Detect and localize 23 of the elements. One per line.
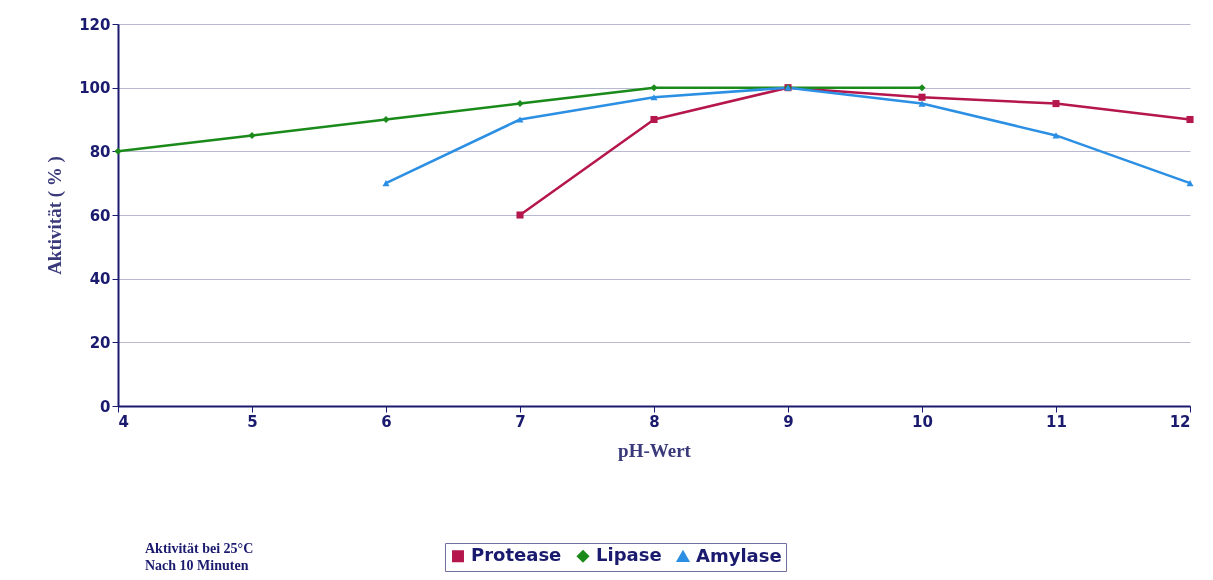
text: Aktivität bei 25°C	[145, 540, 254, 557]
y-tick-label: 120	[79, 15, 111, 34]
text: Nach 10 Minuten	[145, 557, 250, 574]
x-tick-label: 10	[912, 412, 933, 431]
x-tick-label: 4	[118, 412, 129, 431]
legend-label: Lipase	[596, 544, 662, 566]
x-tick-label: 5	[247, 412, 258, 431]
y-tick-label: 80	[89, 142, 111, 161]
x-tick-label: 12	[1169, 412, 1191, 431]
x-tick-label: 8	[649, 412, 660, 431]
legend-label: Amylase	[696, 544, 782, 566]
x-tick-label: 6	[381, 412, 392, 431]
y-tick-label: 0	[100, 397, 111, 416]
y-tick-label: 100	[79, 79, 111, 98]
y-tick-label: 60	[89, 206, 111, 225]
x-tick-label: 7	[515, 412, 526, 431]
legend-label: Protease	[471, 544, 562, 566]
y-axis-title: Aktivität ( % )	[44, 156, 67, 275]
x-tick-label: 11	[1046, 412, 1067, 431]
x-axis-title: pH-Wert	[618, 439, 692, 461]
y-tick-label: 40	[89, 270, 111, 289]
y-tick-label: 20	[89, 333, 111, 352]
x-tick-label: 9	[783, 412, 794, 431]
